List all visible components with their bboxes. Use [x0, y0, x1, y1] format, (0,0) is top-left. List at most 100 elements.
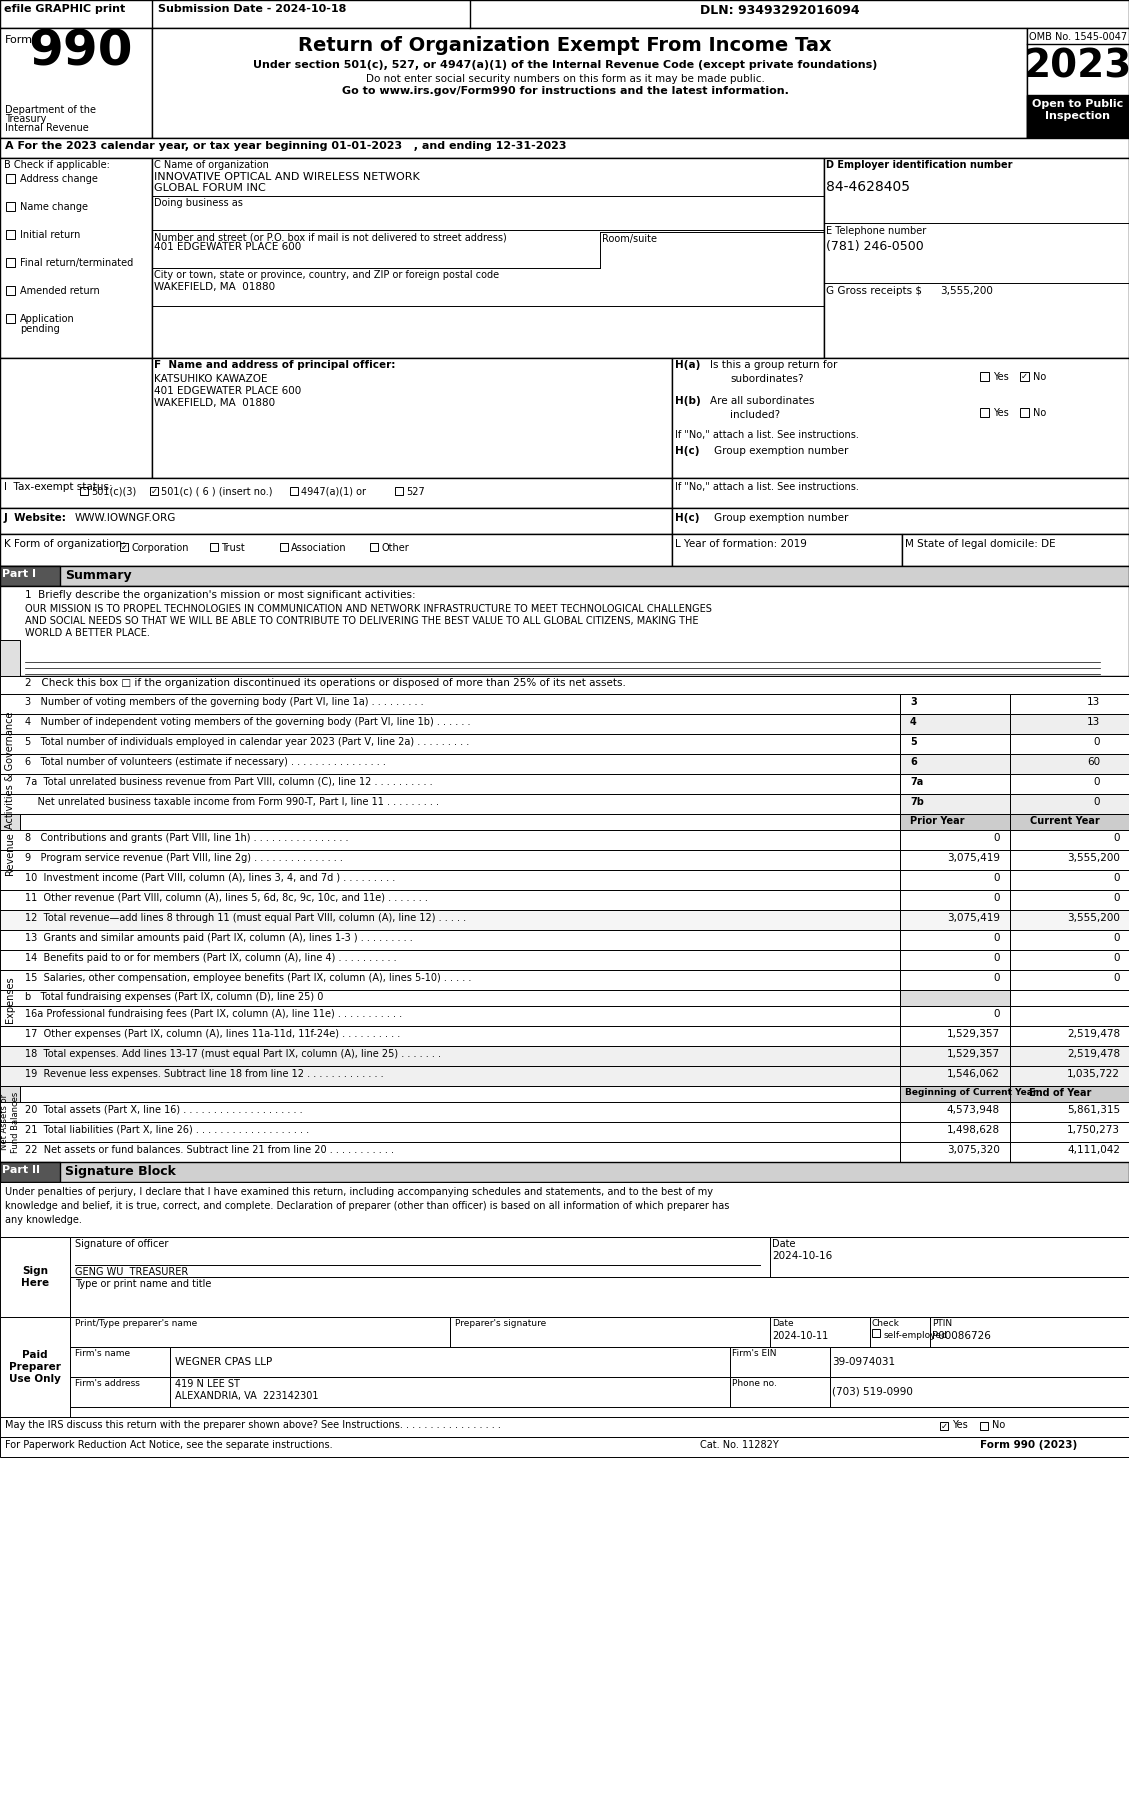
Bar: [0, 851, 900, 870]
Bar: [0, 566, 1129, 586]
Bar: [210, 542, 218, 551]
Text: Firm's name: Firm's name: [75, 1350, 130, 1359]
Text: Expenses: Expenses: [5, 977, 15, 1024]
Text: Submission Date - 2024-10-18: Submission Date - 2024-10-18: [158, 4, 347, 14]
Bar: [900, 1142, 1010, 1162]
Text: 0: 0: [1094, 796, 1100, 807]
Bar: [980, 1422, 988, 1431]
Bar: [672, 478, 1129, 508]
Bar: [70, 1348, 170, 1377]
Text: 0: 0: [1113, 933, 1120, 942]
Bar: [1010, 969, 1129, 989]
Text: 5: 5: [910, 737, 917, 748]
Bar: [0, 890, 900, 910]
Bar: [1010, 1142, 1129, 1162]
Text: Return of Organization Exempt From Income Tax: Return of Organization Exempt From Incom…: [298, 36, 832, 56]
Bar: [1010, 1087, 1129, 1103]
Bar: [0, 1317, 70, 1416]
Bar: [980, 407, 989, 416]
Bar: [0, 566, 60, 586]
Text: pending: pending: [20, 324, 60, 333]
Text: 0: 0: [1113, 973, 1120, 984]
Text: 21  Total liabilities (Part X, line 26) . . . . . . . . . . . . . . . . . . .: 21 Total liabilities (Part X, line 26) .…: [25, 1124, 309, 1135]
Bar: [824, 159, 1129, 359]
Text: 501(c) ( 6 ) (insert no.): 501(c) ( 6 ) (insert no.): [161, 487, 272, 497]
Text: Cat. No. 11282Y: Cat. No. 11282Y: [700, 1440, 779, 1451]
Text: 1,035,722: 1,035,722: [1067, 1069, 1120, 1079]
Text: Activities & Governance: Activities & Governance: [5, 712, 15, 829]
Text: 0: 0: [1113, 833, 1120, 843]
Bar: [1027, 29, 1129, 139]
Text: 0: 0: [994, 872, 1000, 883]
Text: b   Total fundraising expenses (Part IX, column (D), line 25) 0: b Total fundraising expenses (Part IX, c…: [25, 991, 323, 1002]
Text: 3,555,200: 3,555,200: [1067, 914, 1120, 923]
Text: Type or print name and title: Type or print name and title: [75, 1279, 211, 1288]
Bar: [80, 487, 88, 496]
Text: M State of legal domicile: DE: M State of legal domicile: DE: [905, 539, 1056, 550]
Text: DLN: 93493292016094: DLN: 93493292016094: [700, 4, 859, 16]
Text: 401 EDGEWATER PLACE 600: 401 EDGEWATER PLACE 600: [154, 241, 301, 252]
Text: Is this a group return for: Is this a group return for: [710, 360, 838, 369]
Bar: [1010, 870, 1129, 890]
Text: Preparer's signature: Preparer's signature: [455, 1319, 546, 1328]
Bar: [0, 870, 900, 890]
Bar: [0, 29, 152, 139]
Bar: [0, 139, 1129, 159]
Text: Yes: Yes: [994, 407, 1008, 418]
Text: Yes: Yes: [994, 371, 1008, 382]
Bar: [900, 1123, 1010, 1142]
Text: If "No," attach a list. See instructions.: If "No," attach a list. See instructions…: [675, 481, 859, 492]
Text: 2023: 2023: [1024, 49, 1129, 86]
Text: 0: 0: [1113, 953, 1120, 962]
Text: No: No: [1033, 371, 1047, 382]
Bar: [1010, 795, 1129, 815]
Text: B Check if applicable:: B Check if applicable:: [5, 160, 110, 169]
Bar: [1010, 890, 1129, 910]
Bar: [0, 753, 900, 775]
Bar: [900, 733, 1010, 753]
Text: included?: included?: [730, 411, 780, 420]
Bar: [770, 1317, 870, 1348]
Bar: [900, 870, 1010, 890]
Text: Part I: Part I: [2, 569, 36, 578]
Bar: [0, 910, 900, 930]
Text: 3,555,200: 3,555,200: [1067, 852, 1120, 863]
Text: subordinates?: subordinates?: [730, 375, 804, 384]
Text: Do not enter social security numbers on this form as it may be made public.: Do not enter social security numbers on …: [366, 74, 764, 85]
Bar: [1010, 910, 1129, 930]
Text: 15  Salaries, other compensation, employee benefits (Part IX, column (A), lines : 15 Salaries, other compensation, employe…: [25, 973, 472, 984]
Text: Group exemption number: Group exemption number: [714, 447, 848, 456]
Text: 0: 0: [994, 833, 1000, 843]
Text: 60: 60: [1087, 757, 1100, 768]
Bar: [6, 175, 15, 184]
Bar: [6, 202, 15, 211]
Bar: [1010, 1067, 1129, 1087]
Text: End of Year: End of Year: [1029, 1088, 1092, 1097]
Bar: [70, 1278, 1129, 1317]
Text: 13: 13: [1087, 697, 1100, 706]
Bar: [730, 1348, 830, 1377]
Text: Net unrelated business taxable income from Form 990-T, Part I, line 11 . . . . .: Net unrelated business taxable income fr…: [25, 796, 439, 807]
Bar: [0, 1162, 60, 1182]
Bar: [1010, 714, 1129, 733]
Text: Form 990 (2023): Form 990 (2023): [980, 1440, 1077, 1451]
Text: 5,861,315: 5,861,315: [1067, 1105, 1120, 1115]
Bar: [0, 1087, 900, 1103]
Text: Association: Association: [291, 542, 347, 553]
Bar: [902, 533, 1129, 566]
Text: (781) 246-0500: (781) 246-0500: [826, 240, 924, 252]
Text: May the IRS discuss this return with the preparer shown above? See Instructions.: May the IRS discuss this return with the…: [5, 1420, 501, 1431]
Text: No: No: [992, 1420, 1005, 1431]
Text: Date: Date: [772, 1319, 794, 1328]
Bar: [900, 1025, 1010, 1045]
Text: Group exemption number: Group exemption number: [714, 514, 848, 523]
Text: 0: 0: [994, 1009, 1000, 1018]
Text: GENG WU  TREASURER: GENG WU TREASURER: [75, 1267, 189, 1278]
Text: Doing business as: Doing business as: [154, 198, 243, 207]
Text: ✓: ✓: [121, 542, 128, 551]
Bar: [152, 29, 1027, 139]
Bar: [280, 542, 288, 551]
Bar: [1010, 815, 1129, 831]
Text: Firm's address: Firm's address: [75, 1379, 140, 1388]
Bar: [900, 1045, 1010, 1067]
